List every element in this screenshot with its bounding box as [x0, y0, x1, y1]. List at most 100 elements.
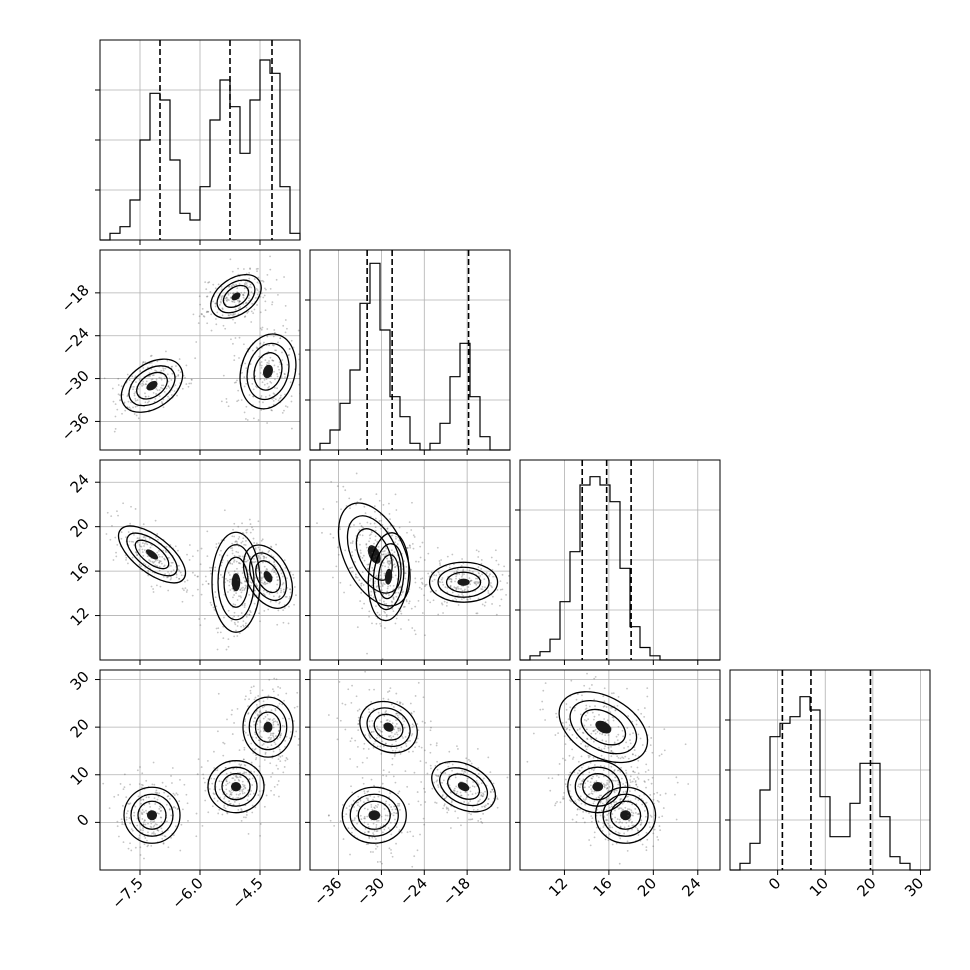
density-peak — [384, 568, 393, 585]
sample-point — [570, 679, 573, 682]
sample-point — [363, 742, 366, 745]
sample-point — [282, 588, 285, 591]
x-tick-label: 24 — [678, 874, 704, 900]
sample-point — [364, 817, 366, 820]
sample-point — [245, 560, 248, 563]
sample-point — [421, 581, 423, 584]
sample-point — [603, 687, 606, 690]
x-tick-label: −7.5 — [108, 874, 146, 912]
sample-point — [242, 294, 245, 297]
sample-point — [236, 567, 238, 570]
sample-point — [606, 783, 609, 786]
sample-point — [622, 791, 625, 793]
sample-point — [202, 777, 205, 780]
sample-point — [188, 544, 191, 546]
sample-point — [258, 290, 261, 293]
sample-point — [240, 399, 243, 401]
sample-point — [629, 786, 632, 789]
sample-point — [250, 789, 252, 792]
sample-point — [591, 711, 594, 714]
sample-point — [327, 714, 330, 716]
sample-point — [405, 599, 408, 601]
sample-point — [288, 717, 291, 720]
sample-point — [434, 801, 436, 804]
sample-point — [411, 726, 414, 729]
sample-point — [273, 785, 276, 788]
sample-point — [156, 812, 159, 815]
sample-point — [259, 378, 261, 380]
sample-point — [223, 804, 226, 807]
sample-point — [268, 736, 271, 739]
sample-point — [213, 750, 215, 753]
sample-point — [570, 800, 572, 803]
sample-point — [142, 784, 144, 787]
sample-point — [251, 526, 253, 529]
sample-point — [215, 543, 218, 545]
sample-point — [598, 794, 601, 797]
sample-point — [473, 785, 476, 788]
sample-point — [457, 594, 460, 597]
sample-point — [262, 557, 265, 560]
sample-point — [446, 601, 448, 604]
panel-frame — [519, 669, 721, 871]
sample-point — [387, 585, 389, 588]
sample-point — [379, 745, 382, 748]
sample-point — [145, 541, 148, 544]
sample-point — [363, 801, 365, 804]
sample-point — [281, 575, 284, 578]
sample-point — [151, 783, 154, 786]
sample-point — [216, 730, 219, 733]
sample-point — [445, 604, 448, 607]
sample-point — [144, 823, 147, 826]
sample-point — [617, 733, 620, 736]
sample-point — [370, 803, 373, 806]
sample-point — [469, 786, 471, 789]
sample-point — [358, 708, 361, 711]
sample-point — [141, 786, 143, 789]
sample-point — [395, 826, 398, 829]
x-tick-label: 20 — [853, 874, 879, 900]
sample-point — [276, 375, 279, 378]
sample-point — [165, 387, 168, 390]
density-contour — [211, 531, 261, 633]
sample-point — [382, 553, 384, 556]
sample-point — [168, 573, 171, 576]
sample-point — [643, 715, 646, 718]
sample-point — [594, 675, 597, 678]
sample-point — [256, 565, 259, 568]
sample-point — [374, 591, 377, 593]
sample-point — [462, 569, 464, 572]
sample-point — [380, 519, 383, 522]
sample-point — [584, 799, 586, 802]
sample-point — [588, 705, 591, 708]
sample-point — [284, 376, 286, 379]
sample-point — [136, 537, 139, 540]
sample-point — [614, 816, 617, 819]
sample-point — [476, 612, 479, 615]
sample-point — [161, 830, 164, 833]
sample-point — [265, 720, 268, 723]
sample-point — [378, 613, 381, 616]
sample-point — [231, 270, 234, 273]
sample-point — [607, 734, 610, 737]
sample-point — [237, 808, 240, 811]
sample-point — [391, 808, 394, 811]
sample-point — [392, 584, 395, 587]
sample-point — [611, 692, 613, 695]
density-contour — [372, 543, 405, 611]
sample-point — [377, 795, 380, 798]
sample-point — [608, 806, 611, 809]
sample-point — [387, 562, 390, 565]
sample-point — [373, 796, 376, 799]
sample-point — [112, 400, 115, 403]
sample-point — [649, 826, 651, 828]
sample-point — [606, 799, 609, 802]
sample-point — [247, 712, 250, 714]
sample-point — [408, 588, 411, 591]
sample-point — [220, 295, 223, 298]
sample-point — [634, 826, 637, 829]
sample-point — [405, 745, 408, 747]
sample-point — [277, 694, 280, 696]
sample-point — [172, 792, 175, 795]
sample-point — [235, 556, 237, 559]
